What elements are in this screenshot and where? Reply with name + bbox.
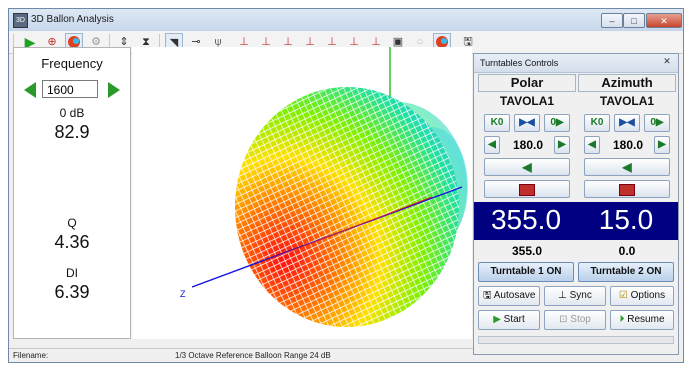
autosave-label: Autosave (493, 290, 536, 301)
azimuth-device: TAVOLA1 (599, 94, 655, 108)
z-axis-label: Z (180, 289, 186, 299)
view-front-icon[interactable]: ⊥ (327, 36, 337, 48)
turntable-1-on-button[interactable]: Turntable 1 ON (478, 262, 574, 282)
azimuth-center-button[interactable]: ▶◀ (614, 114, 640, 132)
view-left-icon[interactable]: ⊥ (283, 36, 293, 48)
resume-button[interactable]: ⏵ Resume (610, 310, 674, 330)
balloon-icon[interactable]: ⊕ (47, 36, 57, 48)
cube-icon[interactable]: ▣ (392, 36, 404, 48)
checkbox-icon: ☑ (618, 290, 628, 301)
app-window: 3D 3D Ballon Analysis – □ ✕ ▶ ⊕ ⚙ ⇕ ⧗ ◥ … (8, 8, 684, 363)
frequency-input[interactable]: 1600 (42, 80, 98, 98)
azimuth-target-value: 0.0 (618, 244, 636, 258)
panel-titlebar: Turntables Controls ✕ (474, 54, 678, 73)
rotate-icon[interactable]: ⊸ (191, 36, 201, 48)
start-button[interactable]: ▶ Start (478, 310, 540, 330)
resume-label: Resume (627, 314, 665, 325)
view-iso-icon[interactable]: ⊥ (371, 36, 381, 48)
turntables-controls-panel: Turntables Controls ✕ Polar Azimuth TAVO… (473, 53, 679, 355)
autosave-button[interactable]: 🖫 Autosave (478, 286, 540, 306)
azimuth-zero-button[interactable]: 0▶ (644, 114, 670, 132)
options-button[interactable]: ☑ Options (610, 286, 674, 306)
turntable-2-on-button[interactable]: Turntable 2 ON (578, 262, 674, 282)
stop-icon (519, 184, 535, 196)
frequency-prev-button[interactable] (24, 82, 36, 98)
polar-angle-next-button[interactable]: ▶ (554, 136, 570, 154)
sync-icon: ⊥ (558, 290, 567, 301)
status-info: 1/3 Octave Reference Balloon Range 24 dB (175, 351, 331, 360)
window-title: 3D Ballon Analysis (31, 14, 114, 25)
maximize-button[interactable]: □ (623, 13, 645, 28)
azimuth-angle-prev-button[interactable]: ◀ (584, 136, 600, 154)
azimuth-stop-button[interactable] (584, 180, 670, 198)
status-bar: Filename: 1/3 Octave Reference Balloon R… (9, 348, 479, 362)
view-top-icon[interactable]: ⊥ (239, 36, 249, 48)
sync-button[interactable]: ⊥ Sync (544, 286, 606, 306)
minimize-button[interactable]: – (601, 13, 623, 28)
level-label: 0 dB (59, 106, 85, 120)
frequency-label: Frequency (41, 56, 103, 71)
view-back-icon[interactable]: ⊥ (349, 36, 359, 48)
azimuth-angle-next-button[interactable]: ▶ (654, 136, 670, 154)
polar-header: Polar (478, 74, 576, 92)
stop-icon (619, 184, 635, 196)
azimuth-angle-value[interactable]: 180.0 (612, 138, 644, 152)
di-label: DI (66, 266, 78, 280)
x-axis-line (261, 196, 433, 263)
panel-title: Turntables Controls (480, 58, 559, 68)
stop-label: Stop (570, 314, 591, 325)
options-label: Options (630, 290, 666, 301)
play-icon: ▶ (493, 314, 501, 325)
polar-angle-prev-button[interactable]: ◀ (484, 136, 500, 154)
left-readout-panel: Frequency 1600 0 dB 82.9 Q 4.36 DI 6.39 (13, 47, 131, 339)
polar-zero-button[interactable]: 0▶ (544, 114, 570, 132)
panel-progress-bar (478, 336, 674, 344)
balloon-plot-canvas[interactable]: Z (132, 47, 472, 339)
move-icon[interactable]: ⍦ (214, 36, 222, 48)
di-value: 6.39 (54, 282, 90, 302)
toolbar-separator (159, 34, 160, 50)
close-button[interactable]: ✕ (646, 13, 682, 28)
view-bottom-icon[interactable]: ⊥ (261, 36, 271, 48)
circle-icon[interactable]: ○ (416, 36, 424, 48)
panel-close-icon[interactable]: ✕ (663, 56, 671, 66)
toolbar-separator (109, 34, 110, 50)
settings-gear-icon[interactable]: ⚙ (91, 36, 101, 48)
position-display: 355.0 15.0 (474, 202, 678, 240)
start-label: Start (503, 314, 525, 325)
polar-step-back-button[interactable]: ◀ (484, 158, 570, 176)
q-value: 4.36 (54, 232, 90, 252)
filename-label: Filename: (13, 351, 49, 360)
frequency-next-button[interactable] (108, 82, 120, 98)
play-icon[interactable]: ▶ (24, 34, 36, 50)
azimuth-home-button[interactable]: K0 (584, 114, 610, 132)
resume-icon: ⏵ (619, 314, 625, 325)
save-icon[interactable]: 🖫 (463, 36, 473, 48)
stop-button[interactable]: ⊡ Stop (544, 310, 606, 330)
polar-target-value: 355.0 (511, 244, 543, 258)
balloon-mesh (235, 87, 459, 327)
toolbar-grip (13, 34, 14, 50)
level-value: 82.9 (54, 122, 90, 142)
azimuth-position-value: 15.0 (598, 204, 654, 235)
color-mode-icon[interactable] (433, 33, 451, 51)
balloon-plot: Z (180, 47, 468, 327)
stop-icon: ⊡ (559, 314, 568, 325)
polar-angle-value[interactable]: 180.0 (512, 138, 544, 152)
polar-device: TAVOLA1 (499, 94, 555, 108)
collapse-icon[interactable]: ⧗ (142, 36, 150, 48)
title-bar: 3D 3D Ballon Analysis – □ ✕ (9, 9, 683, 31)
polar-home-button[interactable]: K0 (484, 114, 510, 132)
sync-label: Sync (569, 290, 592, 301)
app-icon: 3D (13, 13, 28, 28)
azimuth-header: Azimuth (578, 74, 676, 92)
polar-center-button[interactable]: ▶◀ (514, 114, 540, 132)
q-label: Q (67, 216, 77, 230)
polar-position-value: 355.0 (490, 204, 562, 235)
azimuth-step-back-button[interactable]: ◀ (584, 158, 670, 176)
view-right-icon[interactable]: ⊥ (305, 36, 315, 48)
polar-stop-button[interactable] (484, 180, 570, 198)
expand-icon[interactable]: ⇕ (119, 36, 129, 48)
save-icon: 🖫 (483, 290, 492, 301)
